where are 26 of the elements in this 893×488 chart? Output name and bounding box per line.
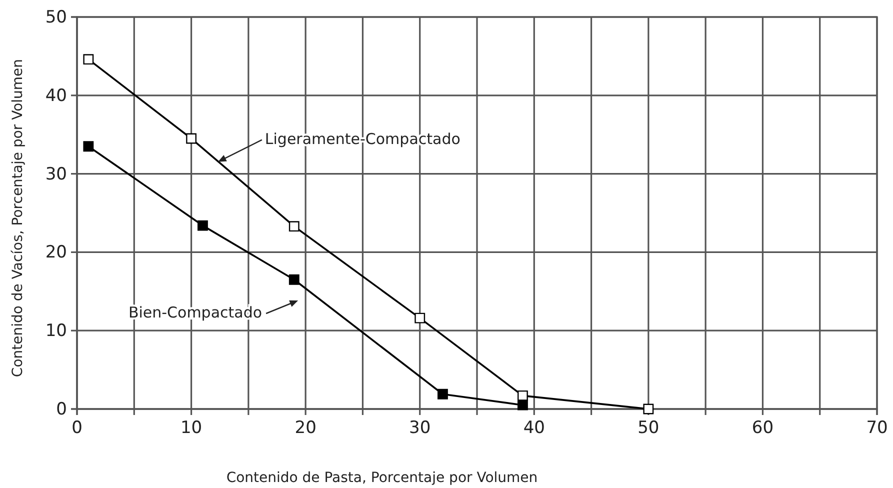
point <box>438 388 448 400</box>
y-tick-label: 30 <box>45 164 67 184</box>
point <box>288 221 300 232</box>
x-tick-label: 20 <box>294 418 316 438</box>
point <box>518 390 528 401</box>
point <box>518 400 528 410</box>
x-tick-label: 40 <box>523 418 545 438</box>
point <box>288 274 300 285</box>
point <box>83 141 94 152</box>
x-tick-label: 50 <box>638 418 660 438</box>
point <box>414 312 426 324</box>
y-tick-label: 40 <box>45 86 67 106</box>
y-tick-label: 10 <box>45 321 67 342</box>
x-tick-label: 60 <box>752 418 774 438</box>
x-tick-label: 30 <box>409 418 431 438</box>
point <box>186 133 196 144</box>
point <box>198 220 208 231</box>
x-tick-label: 0 <box>72 418 82 438</box>
y-tick-label: 0 <box>56 399 67 420</box>
x-tick-label: 70 <box>866 418 888 438</box>
x-tick-label: 10 <box>180 418 202 438</box>
y-tick-label: 50 <box>45 7 67 28</box>
y-axis-title: Contenido de Vacíos, Porcentaje por Volumen <box>10 58 26 378</box>
x-axis-title: Contenido de Pasta, Porcentaje por Volumen <box>226 470 538 486</box>
point <box>83 54 94 65</box>
y-tick-label: 20 <box>45 242 67 263</box>
